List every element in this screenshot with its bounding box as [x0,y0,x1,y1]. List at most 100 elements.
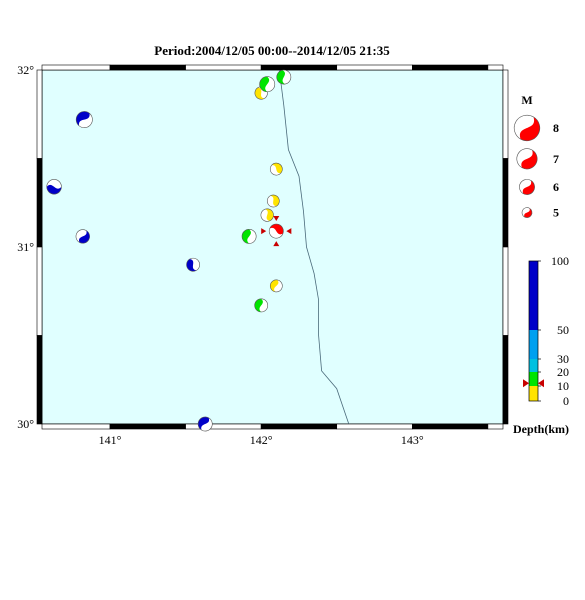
event-beachball [266,194,280,208]
beachball-outline [269,279,283,293]
frame-segment-bottom [487,423,504,430]
magnitude-legend-beachball [513,114,541,142]
beachball-outline [75,229,90,244]
frame-segment-bottom [185,423,262,430]
beachball-outline [260,208,274,222]
magnitude-legend-label: 6 [553,180,559,194]
longitude-tick-label: 141° [99,433,122,447]
beachball-outline [268,223,284,239]
beachball-compressional-quadrant [46,184,62,195]
magnitude-legend-label: 5 [553,206,559,220]
longitude-tick-labels: 141° 142° 143° [99,433,424,447]
depth-scale-segment [529,372,538,386]
event-beachball [269,279,283,293]
frame-segment-bottom [109,423,186,430]
beachball-compressional-quadrant [522,180,535,195]
beachball-compressional-quadrant [521,149,538,169]
frame-segment-top [109,64,186,71]
depth-marker-right [538,379,544,388]
frame-segment-left [36,246,43,336]
selected-marker-bottom [273,241,280,247]
beachball-compressional-quadrant [259,76,270,92]
frame-segment-bottom [412,423,489,430]
beachball-compressional-quadrant [254,298,263,312]
frame-segment-top [41,64,111,71]
depth-scale-segment [529,359,538,372]
event-beachball [254,298,269,313]
selected-event-markers [261,215,292,247]
earthquake-events [46,69,292,432]
depth-scale-label: 20 [557,365,569,379]
beachball-outline [197,416,213,432]
depth-scale-label: 10 [557,379,569,393]
event-beachball [75,229,90,244]
beachball-compressional-quadrant [271,163,283,173]
frame-segment-left [36,335,43,425]
frame-segment-right [502,246,509,336]
latitude-tick-labels: 32° 31° 30° [17,63,34,431]
frame-segment-top [487,64,504,71]
event-beachball [259,76,276,93]
beachball-compressional-quadrant [270,279,279,292]
ocean-area [41,69,504,425]
beachball-compressional-quadrant [524,208,532,218]
beachball-outline [46,179,62,195]
frame-segment-right [502,158,509,248]
trench-polyline [278,69,350,425]
selected-marker-right [286,228,292,235]
event-beachball [241,229,257,244]
beachball-outline [276,69,292,85]
frame-segment-bottom [336,423,413,430]
beachball-compressional-quadrant [269,224,284,235]
beachball-outline [516,148,538,170]
depth-scale-label: 0 [563,394,569,408]
beachball-compressional-quadrant [254,87,265,100]
frame-segment-top [185,64,262,71]
frame-segment-right [502,69,509,159]
beachball-outline [254,298,269,313]
beachball-compressional-quadrant [198,416,210,431]
beachball-outline [519,179,535,195]
frame-segment-top [260,64,338,71]
magnitude-legend-beachball [521,207,533,218]
latitude-tick-label: 32° [17,63,34,77]
event-beachball [186,257,200,272]
depth-scale-label: 30 [557,352,569,366]
depth-marker-left [523,379,529,388]
beachball-outline [513,114,541,142]
beachball-outline [241,229,257,244]
beachball-compressional-quadrant [242,229,251,244]
event-beachball [197,416,213,432]
event-beachball [260,208,274,222]
depth-scale-label: 100 [551,254,569,268]
depth-scale-segment [529,261,538,330]
beachball-compressional-quadrant [276,70,286,85]
longitude-tick-label: 143° [401,433,424,447]
frame-segment-bottom [41,423,111,430]
beachball-outline [521,207,533,218]
beachball-outline [259,76,276,93]
magnitude-legend-label: 8 [553,121,559,135]
beachball-outline [266,194,280,208]
depth-scale-label: 50 [557,323,569,337]
beachball-compressional-quadrant [79,230,90,244]
magnitude-legend-beachball [519,179,535,195]
trench-line [278,69,350,425]
magnitude-legend-label: 7 [553,152,559,166]
beachball-compressional-quadrant [519,116,540,141]
event-beachball [75,111,93,129]
longitude-tick-label: 142° [250,433,273,447]
event-beachball [269,162,283,176]
latitude-tick-label: 31° [17,240,34,254]
frame-segment-bottom [260,423,338,430]
frame-segment-left [36,158,43,248]
frame-segment-top [336,64,413,71]
event-beachball [46,179,62,195]
frame-segment-top [412,64,489,71]
beachball-outline [75,111,93,129]
depth-legend-title: Depth(km) [513,422,569,436]
depth-scale-segment [529,386,538,401]
frame-segment-right [502,335,509,425]
